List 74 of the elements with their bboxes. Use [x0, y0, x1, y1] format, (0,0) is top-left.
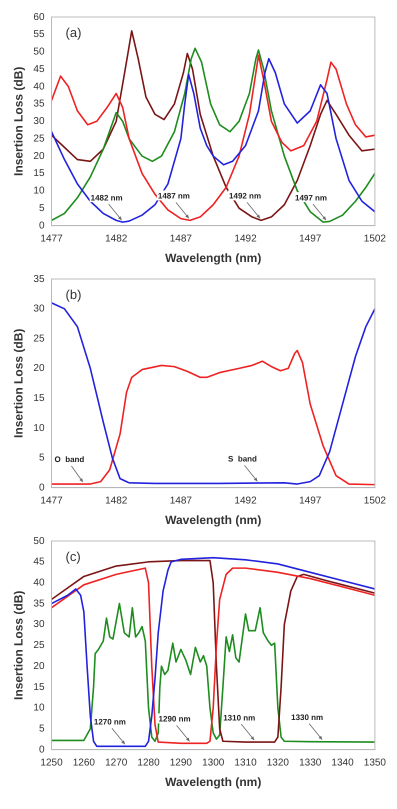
x-tick-label: 1482 [105, 495, 128, 506]
y-tick-label: 50 [33, 46, 45, 58]
x-tick-label: 1477 [40, 233, 64, 244]
y-tick-label: 15 [33, 392, 45, 404]
annotation: 1330 nm [291, 712, 324, 722]
annotation: 1492 nm [229, 192, 262, 201]
y-tick-label: 10 [33, 422, 45, 434]
y-tick-label: 20 [33, 363, 45, 374]
y-axis-title: Insertion Loss (dB) [12, 66, 26, 176]
y-tick-label: 10 [33, 186, 45, 197]
y-tick-label: 0 [38, 744, 45, 756]
annotation: (b) [66, 287, 82, 302]
annotation: 1310 nm [223, 713, 256, 722]
annotation: O band [54, 455, 84, 464]
x-tick-label: 1310 [234, 757, 258, 768]
x-tick-label: 1290 [170, 757, 192, 768]
y-tick-label: 5 [38, 202, 45, 214]
annotation: (c) [66, 549, 81, 564]
y-tick-label: 55 [33, 29, 45, 40]
x-tick-label: 1330 [299, 757, 322, 768]
x-tick-label: 1280 [137, 757, 160, 768]
x-tick-label: 1487 [170, 495, 192, 506]
y-tick-label: 15 [33, 168, 45, 180]
annotation: 1487 nm [158, 192, 190, 201]
annotation: 1270 nm [94, 717, 126, 726]
annotation: 1290 nm [158, 714, 191, 724]
y-tick-label: 40 [33, 577, 45, 588]
y-tick-label: 25 [33, 640, 45, 652]
y-tick-label: 0 [38, 220, 45, 232]
y-tick-label: 20 [33, 660, 45, 672]
y-tick-label: 30 [33, 304, 45, 315]
x-tick-label: 1492 [234, 495, 258, 506]
x-tick-label: 1320 [266, 757, 290, 768]
x-tick-label: 1270 [105, 757, 128, 768]
y-tick-label: 35 [33, 274, 45, 285]
x-tick-label: 1487 [170, 233, 192, 244]
x-tick-label: 1502 [364, 233, 386, 244]
x-axis-title: Wavelength (nm) [165, 251, 262, 266]
y-axis-title: Insertion Loss (dB) [12, 590, 26, 700]
y-tick-label: 20 [33, 150, 45, 162]
y-tick-label: 50 [33, 536, 45, 547]
x-tick-label: 1502 [364, 495, 386, 506]
y-tick-label: 30 [33, 619, 45, 630]
annotation: (a) [66, 25, 82, 40]
y-axis-title: Insertion Loss (dB) [12, 328, 26, 438]
y-tick-label: 15 [33, 682, 45, 693]
x-tick-label: 1350 [364, 757, 386, 768]
y-tick-label: 5 [38, 723, 45, 734]
y-tick-label: 30 [33, 116, 45, 128]
x-tick-label: 1497 [299, 233, 322, 244]
x-tick-label: 1492 [234, 233, 258, 244]
x-axis-title: Wavelength (nm) [165, 775, 262, 790]
x-tick-label: 1497 [299, 495, 322, 506]
y-tick-label: 60 [33, 12, 45, 23]
y-tick-label: 10 [33, 702, 45, 714]
y-tick-label: 0 [38, 482, 45, 494]
y-tick-label: 25 [33, 133, 45, 144]
x-axis-title: Wavelength (nm) [165, 513, 262, 528]
annotation: S band [228, 454, 258, 464]
x-tick-label: 1340 [331, 757, 354, 768]
x-tick-label: 1300 [202, 757, 225, 768]
x-tick-label: 1260 [72, 757, 96, 768]
y-tick-label: 45 [33, 64, 45, 75]
x-tick-label: 1477 [40, 495, 64, 506]
y-tick-label: 40 [33, 81, 45, 92]
x-tick-label: 1482 [105, 233, 128, 244]
annotation: 1482 nm [90, 193, 123, 202]
y-tick-label: 35 [33, 98, 45, 110]
y-tick-label: 35 [33, 598, 45, 610]
y-tick-label: 5 [38, 452, 45, 464]
x-tick-label: 1250 [40, 757, 64, 768]
y-tick-label: 25 [33, 333, 45, 344]
annotation: 1497 nm [295, 193, 328, 202]
y-tick-label: 45 [33, 556, 45, 568]
